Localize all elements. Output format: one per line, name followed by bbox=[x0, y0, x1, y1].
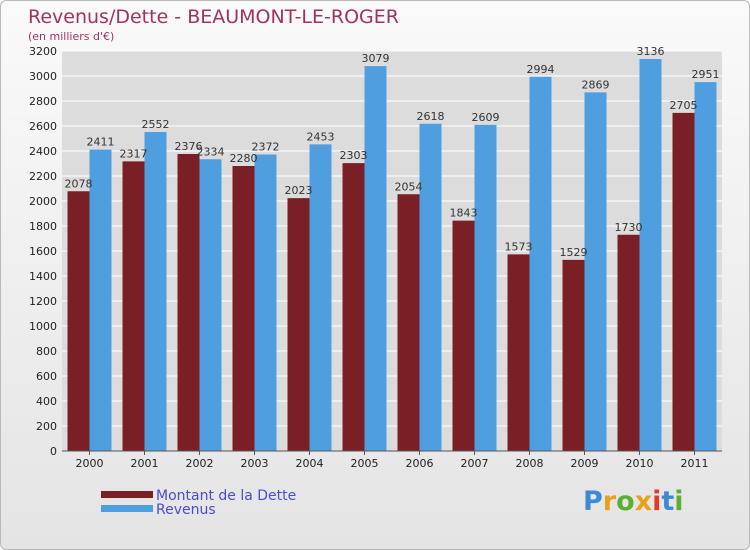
data-label-revenue: 2453 bbox=[307, 130, 335, 143]
data-label-revenue: 2372 bbox=[252, 141, 280, 154]
bar-revenue bbox=[309, 144, 332, 451]
y-tick-label: 800 bbox=[36, 345, 57, 358]
y-tick-label: 2200 bbox=[29, 170, 57, 183]
data-label-revenue: 2552 bbox=[142, 118, 170, 131]
legend-swatch-debt bbox=[101, 491, 153, 498]
x-tick-label: 2003 bbox=[241, 457, 269, 470]
y-tick-label: 1000 bbox=[29, 320, 57, 333]
brand-letter: t bbox=[661, 486, 675, 517]
y-tick-label: 1400 bbox=[29, 270, 57, 283]
bar-debt bbox=[287, 198, 310, 451]
y-tick-label: 3000 bbox=[29, 70, 57, 83]
x-tick-label: 2005 bbox=[351, 457, 379, 470]
data-label-debt: 2317 bbox=[120, 147, 148, 160]
brand-logo: Proxiti bbox=[583, 486, 684, 517]
y-tick-label: 200 bbox=[36, 420, 57, 433]
data-label-debt: 2054 bbox=[395, 180, 423, 193]
y-tick-label: 2400 bbox=[29, 145, 57, 158]
y-tick-label: 2000 bbox=[29, 195, 57, 208]
bar-revenue bbox=[364, 66, 387, 451]
bar-revenue bbox=[419, 123, 442, 451]
bar-debt bbox=[342, 163, 365, 451]
data-label-debt: 2280 bbox=[230, 152, 258, 165]
chart-subtitle: (en milliers d'€) bbox=[28, 30, 115, 43]
bar-debt bbox=[122, 161, 145, 451]
bar-debt bbox=[397, 194, 420, 451]
bar-debt bbox=[617, 234, 640, 451]
brand-letter: r bbox=[602, 486, 617, 517]
data-label-revenue: 2334 bbox=[197, 145, 225, 158]
brand-letter: i bbox=[652, 486, 662, 517]
bar-debt bbox=[507, 254, 530, 451]
legend-label-debt: Montant de la Dette bbox=[156, 488, 297, 504]
x-tick-label: 2007 bbox=[461, 457, 489, 470]
data-label-debt: 2078 bbox=[65, 177, 93, 190]
data-label-revenue: 2994 bbox=[527, 63, 555, 76]
y-tick-label: 1200 bbox=[29, 295, 57, 308]
bar-revenue bbox=[254, 154, 277, 451]
y-tick-label: 2800 bbox=[29, 95, 57, 108]
brand-letter: o bbox=[616, 486, 635, 517]
data-label-debt: 1730 bbox=[615, 221, 643, 234]
bar-revenue bbox=[584, 92, 607, 451]
data-label-revenue: 3079 bbox=[362, 52, 390, 65]
brand-letter: x bbox=[634, 486, 653, 517]
x-tick-label: 2009 bbox=[571, 457, 599, 470]
x-tick-label: 2010 bbox=[626, 457, 654, 470]
x-tick-label: 2011 bbox=[681, 457, 709, 470]
bar-debt bbox=[177, 154, 200, 451]
y-tick-label: 3200 bbox=[29, 45, 57, 58]
bar-revenue bbox=[89, 149, 112, 451]
data-label-debt: 2376 bbox=[175, 140, 203, 153]
x-tick-label: 2004 bbox=[296, 457, 324, 470]
data-label-debt: 1843 bbox=[450, 207, 478, 220]
bar-debt bbox=[452, 220, 475, 451]
bar-debt bbox=[232, 166, 255, 451]
bar-revenue bbox=[474, 124, 497, 451]
data-label-debt: 2705 bbox=[670, 99, 698, 112]
data-label-debt: 2303 bbox=[340, 149, 368, 162]
y-tick-label: 1800 bbox=[29, 220, 57, 233]
legend-label-revenue: Revenus bbox=[156, 502, 216, 518]
data-label-revenue: 2869 bbox=[582, 78, 610, 91]
bar-revenue bbox=[529, 76, 552, 451]
x-tick-label: 2000 bbox=[76, 457, 104, 470]
bar-revenue bbox=[694, 82, 717, 451]
data-label-revenue: 2951 bbox=[692, 68, 720, 81]
data-label-debt: 1529 bbox=[560, 246, 588, 259]
y-tick-label: 400 bbox=[36, 395, 57, 408]
data-label-revenue: 3136 bbox=[637, 45, 665, 58]
data-label-debt: 2023 bbox=[285, 184, 313, 197]
bar-debt bbox=[672, 112, 695, 451]
y-tick-label: 0 bbox=[50, 445, 57, 458]
data-label-revenue: 2411 bbox=[87, 136, 115, 149]
bar-debt bbox=[67, 191, 90, 451]
y-tick-label: 1600 bbox=[29, 245, 57, 258]
x-tick-label: 2008 bbox=[516, 457, 544, 470]
x-tick-label: 2001 bbox=[131, 457, 159, 470]
bar-debt bbox=[562, 259, 585, 451]
chart-title: Revenus/Dette - BEAUMONT-LE-ROGER bbox=[28, 6, 399, 28]
y-tick-label: 2600 bbox=[29, 120, 57, 133]
x-tick-label: 2006 bbox=[406, 457, 434, 470]
y-tick-label: 600 bbox=[36, 370, 57, 383]
data-label-revenue: 2618 bbox=[417, 110, 445, 123]
brand-letter: i bbox=[674, 486, 684, 517]
bar-revenue bbox=[144, 132, 167, 451]
bar-revenue bbox=[639, 59, 662, 451]
legend-swatch-revenue bbox=[101, 505, 153, 512]
x-tick-label: 2002 bbox=[186, 457, 214, 470]
bar-revenue bbox=[199, 159, 222, 451]
data-label-debt: 1573 bbox=[505, 240, 533, 253]
data-label-revenue: 2609 bbox=[472, 111, 500, 124]
brand-letter: P bbox=[583, 486, 603, 517]
